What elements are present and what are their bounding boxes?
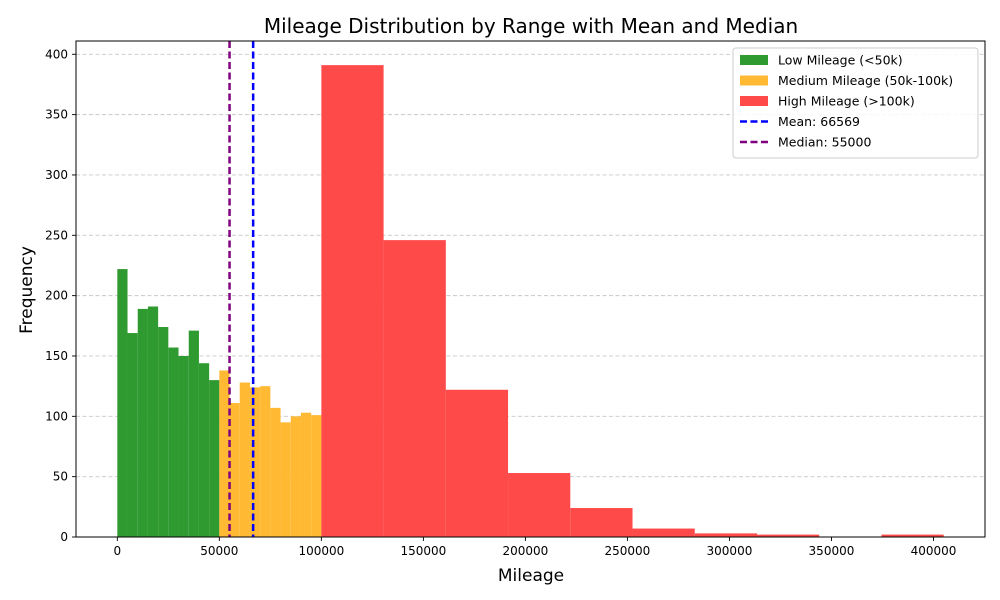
x-tick-label: 0 [113, 544, 121, 558]
x-tick-label: 100000 [298, 544, 344, 558]
y-tick-label: 300 [45, 168, 68, 182]
histogram-bar [219, 370, 230, 537]
x-tick-label: 150000 [400, 544, 446, 558]
y-tick-label: 50 [53, 470, 68, 484]
x-tick-label: 300000 [707, 544, 753, 558]
histogram-bar [508, 473, 571, 537]
legend-label: Low Mileage (<50k) [778, 53, 903, 68]
y-axis-label: Frequency [17, 246, 37, 334]
histogram-bar [229, 403, 240, 537]
legend-swatch [740, 96, 768, 106]
histogram-bar [198, 363, 210, 537]
x-axis-ticks: 0 50000 100000 150000 200000 250000 300000 3500… [113, 537, 956, 558]
histogram-bar [117, 269, 128, 537]
legend-label: High Mileage (>100k) [778, 94, 915, 109]
histogram-bar [632, 528, 695, 537]
histogram-bar [168, 347, 179, 537]
histogram-bar [178, 355, 189, 537]
y-tick-label: 100 [45, 409, 68, 423]
histogram-bar [881, 534, 944, 537]
histogram-bar [239, 382, 250, 537]
series-1-bars [117, 269, 220, 537]
legend-label: Mean: 66569 [778, 114, 860, 129]
y-tick-label: 250 [45, 228, 68, 242]
legend-box [732, 47, 979, 159]
histogram-bar [127, 333, 138, 537]
histogram-bar [290, 416, 301, 537]
histogram-bar [270, 407, 281, 537]
histogram-bar [694, 533, 757, 537]
legend-label: Median: 55000 [778, 135, 871, 150]
plot-area-frame [75, 40, 986, 538]
y-tick-label: 150 [45, 349, 68, 363]
x-tick-label: 50000 [200, 544, 238, 558]
histogram-bar [137, 308, 148, 537]
histogram-bar [756, 534, 820, 537]
y-tick-label: 400 [45, 47, 68, 61]
histogram-bar [209, 380, 220, 537]
legend-label: Medium Mileage (50k-100k) [778, 73, 953, 88]
histogram-bar [445, 389, 509, 537]
histogram-bar [570, 508, 633, 537]
legend-swatch [740, 75, 768, 86]
histogram-bar [280, 422, 291, 537]
x-tick-label: 350000 [809, 544, 855, 558]
x-axis-label: Mileage [498, 566, 564, 586]
reference-lines [228, 41, 255, 537]
y-tick-label: 350 [45, 108, 68, 122]
y-axis-ticks: 0 50 100 150 200 250 300 350 400 [45, 47, 76, 544]
histogram-bar [260, 386, 271, 537]
x-tick-label: 250000 [605, 544, 651, 558]
histogram-bar [158, 327, 169, 537]
x-tick-label: 200000 [502, 544, 548, 558]
histogram-bar [311, 415, 322, 537]
histogram-bar [321, 65, 384, 537]
histogram-bar [188, 330, 199, 537]
series-3-bars [321, 65, 944, 537]
chart-title: Mileage Distribution by Range with Mean … [264, 14, 798, 38]
x-tick-label: 400000 [911, 544, 957, 558]
y-tick-label: 0 [60, 530, 68, 544]
series-2-bars [219, 370, 322, 537]
legend-swatch [740, 55, 768, 65]
y-tick-label: 200 [45, 289, 68, 303]
histogram-bar [147, 306, 159, 537]
histogram-bar [383, 240, 446, 537]
histogram-bars [117, 65, 944, 537]
histogram-bar [249, 387, 261, 537]
legend: Low Mileage (<50k) Medium Mileage (50k-10… [732, 47, 979, 159]
histogram-bar [300, 412, 312, 537]
